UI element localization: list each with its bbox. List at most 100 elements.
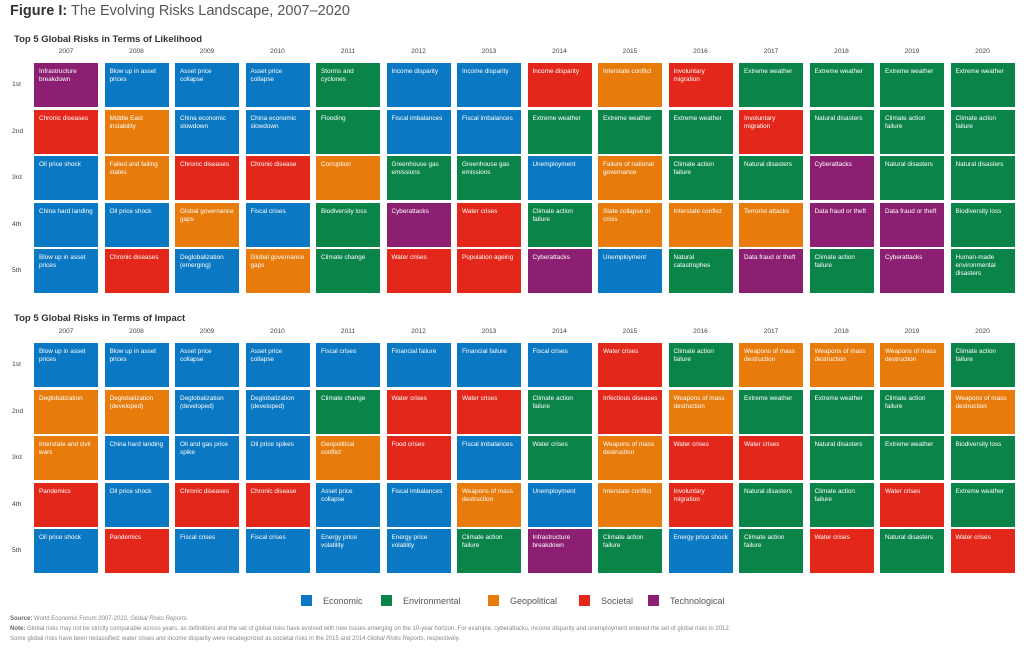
year-header: 2016 <box>693 48 708 55</box>
risk-cell: Fiscal crises <box>175 529 239 573</box>
year-header: 2017 <box>763 48 779 55</box>
risk-cell: Climate action failure <box>880 389 944 434</box>
risk-cell: Pandemics <box>104 529 169 573</box>
risk-cell: Asset price collapse <box>245 63 310 107</box>
risk-cell: Income disparity <box>527 63 592 107</box>
year-header: 2007 <box>58 48 74 55</box>
risk-cell: Fiscal imbalances <box>386 482 451 527</box>
risk-cell: Fiscal imbalances <box>386 109 451 154</box>
risk-cell: Chronic diseases <box>175 156 239 200</box>
risk-cell: Involuntary migration <box>668 63 733 107</box>
legend-label: Environmental <box>403 595 461 606</box>
risk-cell: Food crises <box>386 436 451 480</box>
risk-cell: Fiscal crises <box>527 343 592 387</box>
source-italic: Global Risks Reports. <box>130 616 189 622</box>
risk-cell: Data fraud or theft <box>880 202 944 247</box>
risk-cell: Deglobalization <box>34 389 98 434</box>
risk-cell: Cyberattacks <box>880 249 944 293</box>
legend-item-societal: Societal <box>579 595 633 606</box>
source-text: World Economic Forum 2007-2020, <box>34 616 129 622</box>
risk-cell: Climate action failure <box>527 202 592 247</box>
risk-cell: Water crises <box>598 343 662 387</box>
risk-cell: Cyberattacks <box>386 202 451 247</box>
year-header: 2013 <box>481 328 497 335</box>
risk-cell: Extreme weather <box>739 63 803 107</box>
risk-cell: Weapons of mass destruction <box>598 436 662 480</box>
risk-cell: Unemployment <box>527 156 592 200</box>
risk-cell: Extreme weather <box>809 389 874 434</box>
risk-cell: Energy price volatility <box>316 529 380 573</box>
risk-cell: Data fraud or theft <box>739 249 803 293</box>
risk-cell: Infrastructure breakdown <box>527 529 592 573</box>
year-header: 2015 <box>622 48 638 55</box>
legend-item-environmental: Environmental <box>381 595 461 606</box>
risk-cell: Climate action failure <box>457 529 521 573</box>
figure-title-prefix: Figure I: <box>10 3 68 19</box>
risk-cell: Climate action failure <box>668 343 733 387</box>
risk-cell: China hard landing <box>34 202 98 247</box>
risk-cell: Climate action failure <box>950 109 1015 154</box>
risk-cell: Unemployment <box>598 249 662 293</box>
risk-cell: Flooding <box>316 109 380 154</box>
legend-label: Technological <box>670 595 725 606</box>
risk-cell: Corruption <box>316 156 380 200</box>
rank-label: 3rd <box>12 454 22 461</box>
risk-cell: China hard landing <box>104 436 169 480</box>
risk-cell: Fiscal imbalances <box>457 109 521 154</box>
year-header: 2008 <box>129 328 144 335</box>
risk-cell: Water crises <box>809 529 874 573</box>
risk-cell: Natural catastrophes <box>668 249 733 293</box>
risk-cell: Human-made environmental disasters <box>950 249 1015 293</box>
risk-cell: Income disparity <box>386 63 451 107</box>
footer-source: Source: World Economic Forum 2007-2020, … <box>10 616 188 622</box>
risk-cell: Natural disasters <box>809 109 874 154</box>
risk-cell: Weapons of mass destruction <box>668 389 733 434</box>
year-header: 2019 <box>904 328 920 335</box>
risk-cell: Energy price shock <box>668 529 733 573</box>
risk-cell: Natural disasters <box>739 482 803 527</box>
risk-cell: Climate action failure <box>880 109 944 154</box>
risk-cell: State collapse or crisis <box>598 202 662 247</box>
risk-cell: Extreme weather <box>598 109 662 154</box>
risk-cell: Climate action failure <box>598 529 662 573</box>
risk-cell: Natural disasters <box>880 156 944 200</box>
risk-cell: Weapons of mass destruction <box>880 343 944 387</box>
risk-cell: Weapons of mass destruction <box>809 343 874 387</box>
risk-cell: Failed and failing states <box>104 156 169 200</box>
risk-cell: Chronic disease <box>245 156 310 200</box>
risk-cell: Water crises <box>386 249 451 293</box>
risk-cell: Involuntary migration <box>668 482 733 527</box>
legend-swatch <box>648 595 659 606</box>
risk-cell: Biodiversity loss <box>950 436 1015 480</box>
risk-cell: Oil price spikes <box>245 436 310 480</box>
risk-cell: Middle East instability <box>104 109 169 154</box>
risk-cell: Blow up in asset prices <box>104 63 169 107</box>
risk-cell: Fiscal imbalances <box>457 436 521 480</box>
risk-cell: Chronic diseases <box>175 482 239 527</box>
year-header: 2009 <box>199 328 215 335</box>
risk-cell: Extreme weather <box>809 63 874 107</box>
risk-cell: Blow up in asset prices <box>34 249 98 293</box>
risk-cell: Biodiversity loss <box>950 202 1015 247</box>
risk-cell: Blow up in asset prices <box>104 343 169 387</box>
footer-note-2: Some global risks have been reclassified… <box>10 636 460 642</box>
risk-cell: Interstate conflict <box>598 63 662 107</box>
risk-cell: Involuntary migration <box>739 109 803 154</box>
risk-cell: Infrastructure breakdown <box>34 63 98 107</box>
risk-cell: Climate action failure <box>527 389 592 434</box>
legend-label: Geopolitical <box>510 595 558 606</box>
risk-cell: Data fraud or theft <box>809 202 874 247</box>
rank-label: 1st <box>12 361 22 368</box>
risk-cell: Chronic disease <box>245 482 310 527</box>
risk-cell: Extreme weather <box>880 63 944 107</box>
risk-cell: Oil price shock <box>104 482 169 527</box>
year-header: 2007 <box>58 328 74 335</box>
risk-cell: Asset price collapse <box>245 343 310 387</box>
year-header: 2019 <box>904 48 920 55</box>
risk-cell: Oil and gas price spike <box>175 436 239 480</box>
rank-label: 5th <box>12 267 22 274</box>
rank-label: 2nd <box>12 407 24 415</box>
legend-swatch <box>381 595 392 606</box>
figure-title-text: The Evolving Risks Landscape, 2007–2020 <box>70 3 350 19</box>
risk-cell: Extreme weather <box>739 389 803 434</box>
